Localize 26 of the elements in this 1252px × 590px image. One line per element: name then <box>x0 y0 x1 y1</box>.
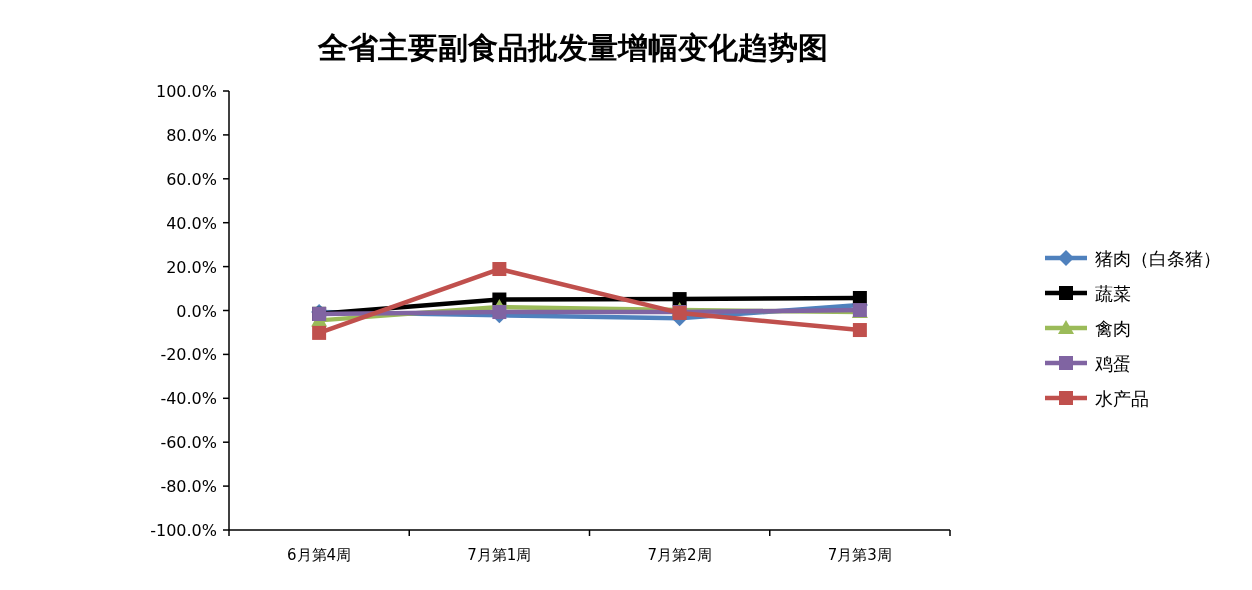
point <box>672 292 687 307</box>
x-tick-label: 6月第4周 <box>287 546 352 564</box>
x-tick-label: 7月第1周 <box>467 546 532 564</box>
legend-label: 禽肉 <box>1095 318 1131 339</box>
y-tick-label: -60.0% <box>160 433 217 453</box>
y-tick-label: 0.0% <box>176 301 217 321</box>
chart-title: 全省主要副食品批发量增幅变化趋势图 <box>317 30 828 65</box>
legend-label: 猪肉（白条猪） <box>1095 248 1221 269</box>
y-tick-label: 40.0% <box>166 213 217 233</box>
y-tick-label: -80.0% <box>160 477 217 497</box>
point <box>492 262 507 277</box>
y-tick-label: 20.0% <box>166 257 217 277</box>
point <box>852 323 867 338</box>
y-tick-label: -100.0% <box>150 521 217 540</box>
x-tick-label: 7月第2周 <box>647 546 712 564</box>
legend-label: 蔬菜 <box>1095 283 1131 304</box>
y-tick-label: -20.0% <box>160 345 217 365</box>
y-tick-label: -40.0% <box>160 389 217 409</box>
point <box>492 305 507 320</box>
point <box>312 325 327 340</box>
legend-label: 水产品 <box>1095 388 1149 409</box>
y-tick-label: 100.0% <box>155 82 217 101</box>
x-tick-label: 7月第3周 <box>827 546 892 564</box>
y-tick-label: 60.0% <box>166 169 217 189</box>
y-tick-label: 80.0% <box>166 125 217 145</box>
legend-label: 鸡蛋 <box>1094 353 1131 374</box>
